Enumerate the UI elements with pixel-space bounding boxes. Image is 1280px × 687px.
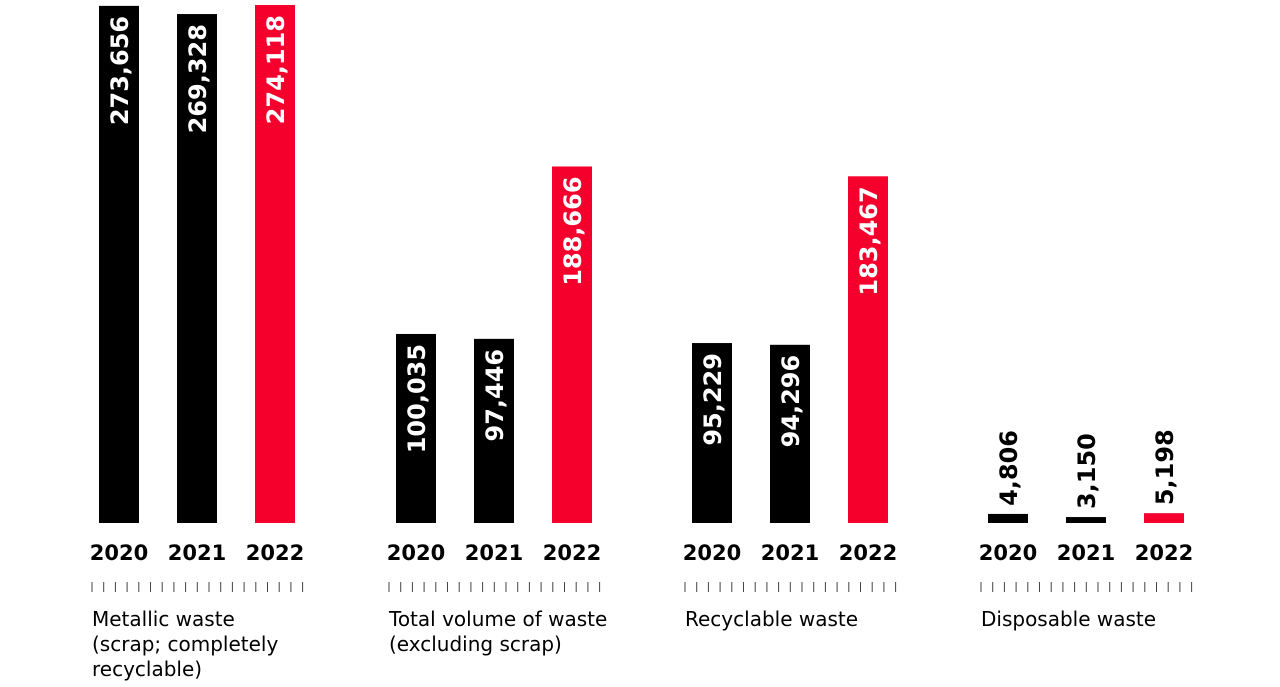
group-label-line: Recyclable waste	[685, 607, 859, 631]
bar-0-2	[255, 5, 295, 523]
year-label-1-1: 2021	[465, 541, 523, 565]
year-label-0-0: 2020	[90, 541, 148, 565]
bar-1-0	[396, 333, 436, 523]
year-label-2-1: 2021	[761, 541, 819, 565]
value-label-2-1: 94,296	[777, 355, 805, 448]
year-label-1-0: 2020	[387, 541, 445, 565]
bar-3-1	[1066, 517, 1106, 523]
year-label-0-1: 2021	[168, 541, 226, 565]
value-label-1-2: 188,666	[559, 176, 587, 285]
bar-0-0	[99, 5, 139, 523]
value-label-0-1: 269,328	[184, 24, 212, 133]
group-label-line: (excluding scrap)	[389, 632, 562, 656]
bar-2-1	[770, 344, 810, 523]
bar-3-2	[1144, 513, 1184, 523]
value-label-2-0: 95,229	[699, 353, 727, 446]
year-label-2-2: 2022	[839, 541, 897, 565]
group-label-line: Disposable waste	[981, 607, 1157, 631]
value-label-0-0: 273,656	[106, 16, 134, 125]
bar-0-1	[177, 14, 217, 524]
year-label-2-0: 2020	[683, 541, 741, 565]
bar-1-2	[552, 166, 592, 523]
bar-1-1	[474, 338, 514, 523]
year-label-3-2: 2022	[1135, 541, 1193, 565]
value-label-3-0: 4,806	[995, 430, 1023, 506]
value-label-0-2: 274,118	[262, 15, 290, 124]
value-label-3-2: 5,198	[1151, 429, 1179, 505]
year-label-3-0: 2020	[979, 541, 1037, 565]
year-label-1-2: 2022	[543, 541, 601, 565]
value-label-2-2: 183,467	[855, 186, 883, 295]
year-label-3-1: 2021	[1057, 541, 1115, 565]
group-label-line: recyclable)	[92, 657, 203, 681]
group-label-3: Disposable waste	[981, 607, 1280, 632]
group-label-line: Metallic waste	[92, 607, 235, 631]
year-label-0-2: 2022	[246, 541, 304, 565]
group-label-2: Recyclable waste	[685, 607, 985, 632]
bar-2-2	[848, 176, 888, 524]
group-label-line: Total volume of waste	[389, 607, 608, 631]
bar-3-0	[988, 513, 1028, 523]
value-label-1-1: 97,446	[481, 349, 509, 442]
group-label-0: Metallic waste (scrap; completely recyclab…	[92, 607, 392, 682]
value-label-3-1: 3,150	[1073, 433, 1101, 509]
bar-2-0	[692, 343, 732, 523]
value-label-1-0: 100,035	[403, 344, 431, 453]
group-label-line: (scrap; completely	[92, 632, 279, 656]
group-label-1: Total volume of waste (excluding scrap)	[389, 607, 689, 657]
